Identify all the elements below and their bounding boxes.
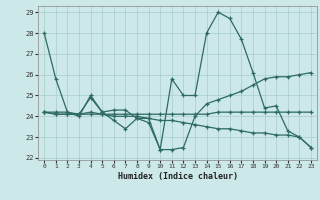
X-axis label: Humidex (Indice chaleur): Humidex (Indice chaleur): [118, 172, 238, 181]
